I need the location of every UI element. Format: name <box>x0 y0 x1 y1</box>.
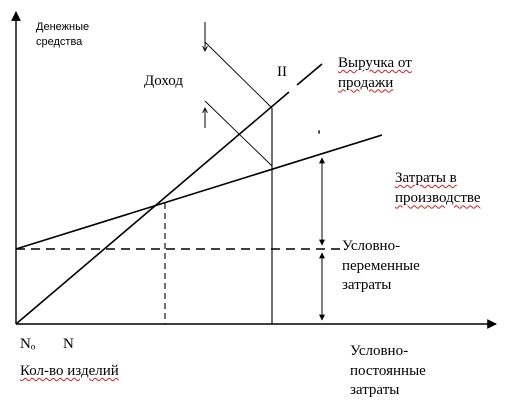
revenue-label: Выручка от продажи <box>338 55 412 91</box>
production-costs-label: Затраты в производстве <box>395 170 481 207</box>
fixed-costs-label: Условно-постоянные затраты <box>350 343 426 398</box>
quantity-axis-label: Кол-во изделий <box>20 363 119 380</box>
line-numeral: II <box>277 64 287 80</box>
n0-label: Nₒ <box>20 336 36 352</box>
cost-line <box>15 134 383 250</box>
n-label: N <box>63 336 74 352</box>
revenue-line <box>15 91 290 325</box>
variable-costs-label: Условно-переменные затраты <box>342 238 420 293</box>
income-projection-upper <box>204 41 273 109</box>
income-label: Доход <box>144 73 183 89</box>
revenue-line-end <box>296 63 323 86</box>
quantity-axis-text: Кол-во изделий <box>20 363 119 379</box>
income-projection-lower <box>204 100 273 167</box>
cost-line-tick: ' <box>317 128 322 144</box>
money-axis-label: Денежные средства <box>36 21 90 48</box>
